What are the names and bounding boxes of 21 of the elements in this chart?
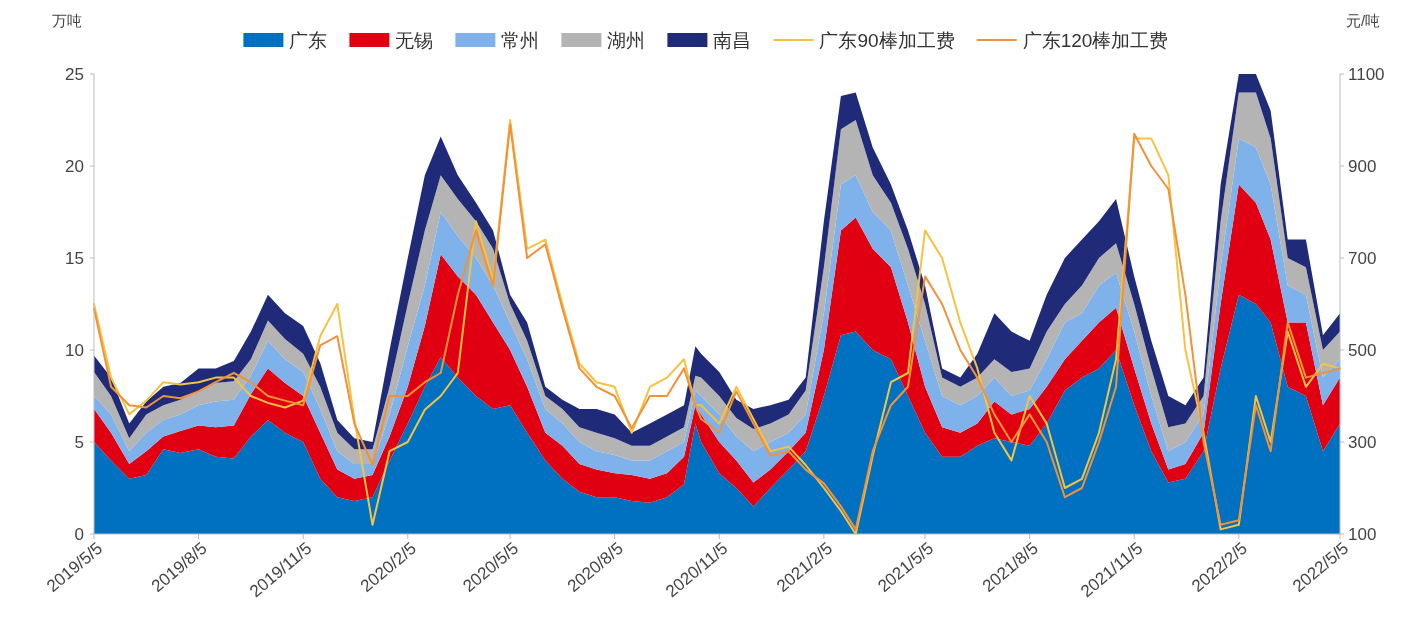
y-tick-label: 5 bbox=[74, 432, 84, 452]
y2-tick-label: 900 bbox=[1348, 156, 1377, 176]
y2-tick-label: 300 bbox=[1348, 432, 1377, 452]
y-tick-label: 0 bbox=[74, 524, 84, 544]
y-tick-label: 10 bbox=[65, 340, 84, 360]
legend-label: 无锡 bbox=[395, 29, 434, 51]
legend-label: 常州 bbox=[501, 29, 540, 51]
y2-tick-label: 700 bbox=[1348, 248, 1377, 268]
y2-tick-label: 1100 bbox=[1348, 64, 1385, 84]
legend-label: 广东 bbox=[289, 29, 328, 51]
y2-axis-title: 元/吨 bbox=[1346, 12, 1381, 29]
legend-label: 湖州 bbox=[607, 29, 646, 51]
y2-tick-label: 500 bbox=[1348, 340, 1377, 360]
y-tick-label: 20 bbox=[65, 156, 84, 176]
legend-label: 广东120棒加工费 bbox=[1022, 29, 1169, 51]
legend-label: 广东90棒加工费 bbox=[819, 29, 955, 51]
y-tick-label: 25 bbox=[65, 64, 84, 84]
y-tick-label: 15 bbox=[65, 248, 84, 268]
y2-tick-label: 100 bbox=[1348, 524, 1377, 544]
legend-label: 南昌 bbox=[713, 29, 752, 51]
y-axis-title: 万吨 bbox=[52, 12, 82, 29]
